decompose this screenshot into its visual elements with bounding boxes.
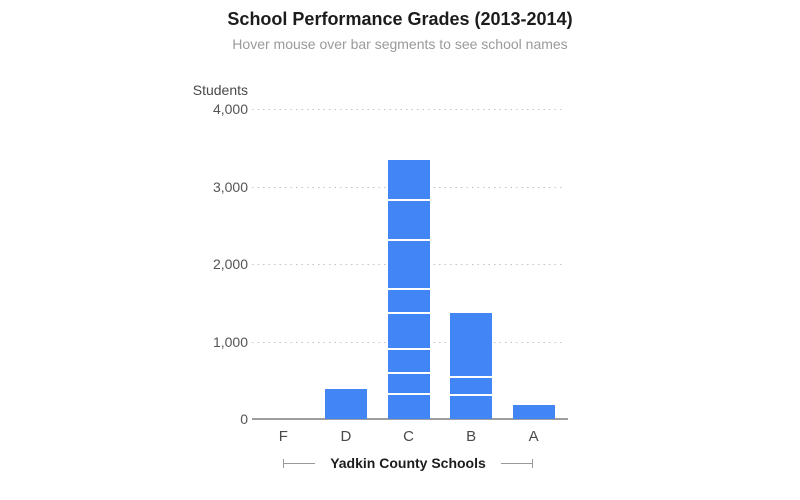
y-tick-label-1000: 1,000 (212, 333, 248, 350)
x-axis-line (252, 418, 568, 420)
x-tick-label-F: F (278, 428, 288, 445)
bar-segment-B-0[interactable] (450, 396, 493, 419)
bar-B[interactable] (450, 312, 493, 419)
bar-segment-A-0[interactable] (512, 404, 555, 419)
bracket-right-tick-icon (532, 458, 533, 468)
bar-segment-C-5[interactable] (387, 241, 430, 290)
bracket-right-line (500, 462, 532, 464)
x-axis-title-group: Yadkin County Schools (283, 454, 533, 472)
bar-segment-D-0[interactable] (324, 389, 367, 419)
bar-segment-C-7[interactable] (387, 159, 430, 202)
bar-segment-C-2[interactable] (387, 350, 430, 375)
y-tick-label-3000: 3,000 (212, 178, 248, 195)
chart-subtitle: Hover mouse over bar segments to see sch… (232, 36, 568, 52)
bar-A[interactable] (512, 404, 555, 419)
y-tick-label-0: 0 (240, 411, 248, 427)
x-tick-label-C: C (403, 428, 414, 445)
y-tick-label-4000: 4,000 (212, 101, 248, 117)
bar-segment-B-1[interactable] (450, 377, 493, 397)
bar-segment-C-6[interactable] (387, 201, 430, 242)
chart-title: School Performance Grades (2013-2014) (227, 9, 573, 29)
bracket-left-tick-icon (283, 458, 284, 468)
y-axis-title: Students (192, 82, 248, 98)
bracket-left-line (284, 462, 316, 464)
bar-C[interactable] (387, 159, 430, 419)
bar-segment-C-4[interactable] (387, 289, 430, 314)
x-tick-label-A: A (528, 428, 539, 445)
x-axis-title: Yadkin County Schools (330, 455, 486, 471)
x-tick-label-B: B (466, 428, 477, 445)
gridline-4000 (252, 109, 565, 110)
bar-segment-B-2[interactable] (450, 312, 493, 378)
bar-segment-C-3[interactable] (387, 313, 430, 351)
x-tick-label-D: D (340, 428, 352, 445)
y-tick-label-2000: 2,000 (212, 256, 248, 272)
bar-segment-C-1[interactable] (387, 374, 430, 395)
plot-area (252, 109, 565, 419)
bar-segment-C-0[interactable] (387, 394, 430, 419)
bar-D[interactable] (324, 389, 367, 419)
